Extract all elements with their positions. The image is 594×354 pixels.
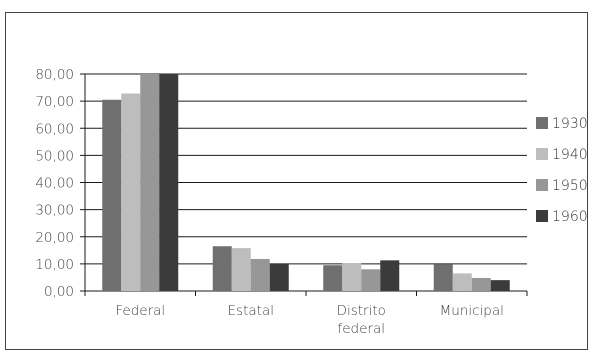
bar [250,258,270,291]
bar [140,74,160,291]
legend-label: 1940 [552,147,588,163]
bar [212,246,232,291]
bar [471,277,491,291]
y-tick-label: 70,00 [35,94,74,110]
bar [269,263,289,291]
legend-swatch [536,148,548,160]
y-tick-label: 20,00 [35,230,74,246]
bar [361,269,381,291]
legend-swatch [536,210,548,222]
legend-label: 1960 [552,209,588,225]
bar [323,265,343,291]
x-tick-label: federal [337,321,385,337]
chart-frame: 0,00 10,00 20,00 30,00 40,00 50,00 60,00 70,00 8… [5,12,588,350]
legend-swatch [536,179,548,191]
bar [231,248,251,291]
y-tick-label: 30,00 [35,203,74,219]
x-tick-label: Estatal [228,303,274,319]
bar [121,93,141,291]
bar-chart: 0,00 10,00 20,00 30,00 40,00 50,00 60,00 70,00 8… [35,67,588,337]
bar [452,273,472,291]
x-tick-label: Municipal [440,303,504,319]
y-tick-label: 10,00 [35,257,74,273]
y-tick-label: 40,00 [35,176,74,192]
legend-swatch [536,117,548,129]
legend-label: 1950 [552,178,588,194]
bar [342,263,362,291]
bar [490,280,510,291]
y-tick-label: 0,00 [44,284,74,300]
bar [433,264,453,291]
bar [380,260,400,291]
y-tick-label: 60,00 [35,121,74,137]
x-tick-label: Distrito [337,303,386,319]
legend-label: 1930 [552,116,588,132]
x-tick-label: Federal [115,303,165,319]
y-tick-label: 50,00 [35,148,74,164]
y-tick-label: 80,00 [35,67,74,83]
bar [102,99,122,291]
bar [159,74,179,291]
